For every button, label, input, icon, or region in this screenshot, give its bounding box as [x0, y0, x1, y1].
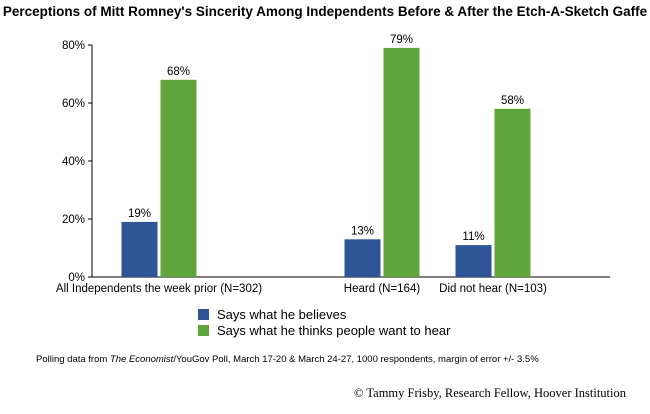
x-category-label: All Independents the week prior (N=302) — [56, 283, 262, 295]
y-tick-label: 0% — [68, 272, 85, 284]
legend-swatch-believes — [198, 309, 209, 320]
y-tick-label: 60% — [62, 98, 85, 110]
data-label: 68% — [167, 66, 190, 78]
data-label: 11% — [462, 231, 484, 243]
legend-item-wants-to-hear: Says what he thinks people want to hear — [198, 323, 450, 338]
y-tick-label: 40% — [62, 156, 85, 168]
y-tick-label: 20% — [62, 214, 85, 226]
source-publication: The Economist — [109, 354, 174, 365]
chart-title: Perceptions of Mitt Romney's Sincerity A… — [2, 4, 648, 19]
data-label: 19% — [128, 208, 151, 220]
y-tick-label: 80% — [62, 40, 85, 52]
legend-label-wants-to-hear: Says what he thinks people want to hear — [217, 323, 451, 338]
legend-label-believes: Says what he believes — [217, 307, 347, 322]
source-prefix: Polling data from — [36, 354, 110, 365]
copyright-note: © Tammy Frisby, Research Fellow, Hoover … — [353, 386, 626, 400]
legend-swatch-wants-to-hear — [198, 325, 209, 336]
x-category-label: Did not hear (N=103) — [439, 283, 547, 295]
legend-item-believes: Says what he believes — [198, 307, 346, 322]
data-label: 58% — [501, 95, 524, 107]
source-note: Polling data from The Economist/YouGov P… — [36, 354, 539, 365]
bar-believes — [344, 239, 381, 277]
x-category-label: Heard (N=164) — [344, 283, 421, 295]
bar-believes — [121, 221, 158, 277]
bar-believes — [455, 245, 492, 277]
source-suffix: /YouGov Poll, March 17-20 & March 24-27,… — [173, 354, 539, 365]
bar-wants-to-hear — [494, 108, 531, 277]
bar-wants-to-hear — [160, 79, 197, 277]
bar-wants-to-hear — [383, 47, 420, 278]
data-label: 79% — [390, 34, 413, 46]
bar-chart: 0% 20% 40% 60% 80% 19% 68% All Independents the… — [56, 34, 610, 295]
data-label: 13% — [351, 225, 374, 237]
